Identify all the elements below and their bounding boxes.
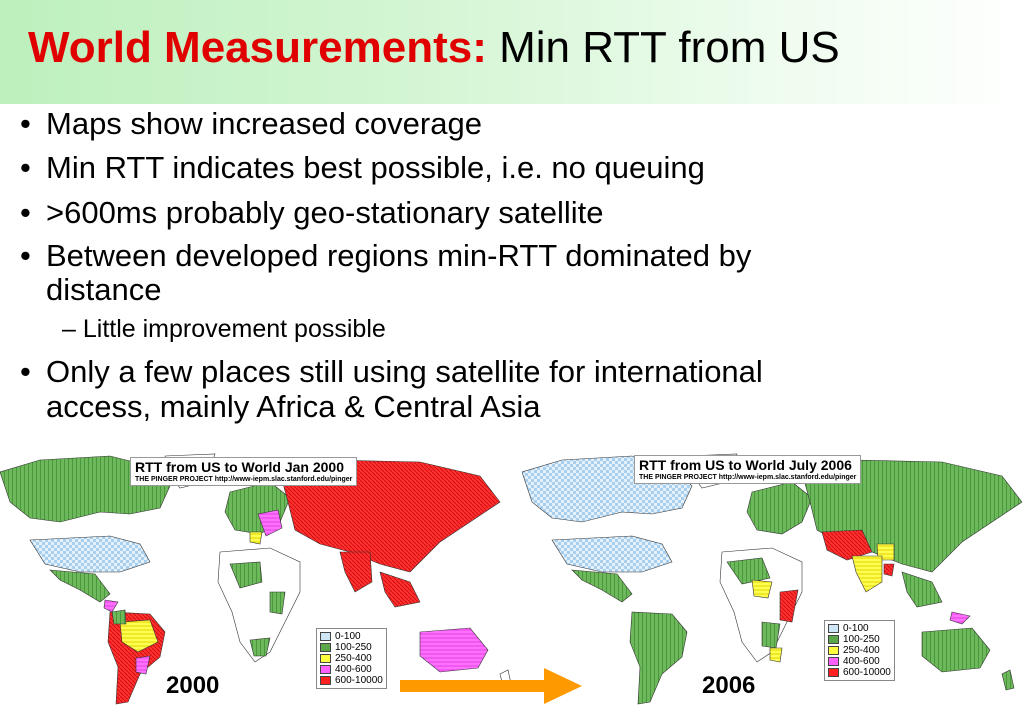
bullet-text: Min RTT indicates best possible, i.e. no… [46, 150, 705, 185]
bullet-text: Maps show increased coverage [46, 106, 482, 141]
legend-label: 600-10000 [843, 667, 891, 678]
map-2000-title-box: RTT from US to World Jan 2000 THE PINGER… [130, 457, 358, 486]
title-bar: World Measurements: Min RTT from US [0, 0, 1023, 104]
map-2000-legend: 0-100 100-250 250-400 400-600 600-10000 [316, 628, 387, 689]
legend-row: 100-250 [320, 642, 383, 653]
legend-swatch [828, 657, 839, 666]
sub-bullet-item: – Little improvement possible [62, 314, 386, 344]
world-map-2006-graphic [522, 453, 1023, 705]
legend-row: 400-600 [828, 656, 891, 667]
bullet-text: distance [46, 272, 162, 307]
bullet-text: access, mainly Africa & Central Asia [46, 389, 541, 424]
legend-swatch [320, 643, 331, 652]
bullet-dot: • [20, 238, 31, 273]
bullet-text: Between developed regions min-RTT domina… [46, 238, 752, 273]
bullet-text: >600ms probably geo-stationary satellite [46, 195, 604, 230]
world-map-2000: RTT from US to World Jan 2000 THE PINGER… [0, 452, 520, 708]
legend-label: 400-600 [843, 656, 880, 667]
map-2000-subtitle: THE PINGER PROJECT http://www-iepm.slac.… [135, 476, 353, 483]
legend-swatch [828, 668, 839, 677]
legend-label: 100-250 [843, 634, 880, 645]
legend-label: 0-100 [843, 623, 869, 634]
bullet-dot: • [20, 106, 31, 141]
legend-label: 400-600 [335, 664, 372, 675]
legend-label: 0-100 [335, 631, 361, 642]
legend-row: 250-400 [320, 653, 383, 664]
map-2006-subtitle: THE PINGER PROJECT http://www-iepm.slac.… [639, 474, 857, 481]
legend-label: 100-250 [335, 642, 372, 653]
legend-swatch [828, 646, 839, 655]
legend-swatch [320, 654, 331, 663]
map-2000-title: RTT from US to World Jan 2000 [135, 459, 344, 475]
title-highlight: World Measurements: [28, 23, 487, 72]
legend-row: 250-400 [828, 645, 891, 656]
legend-row: 600-10000 [320, 675, 383, 686]
legend-row: 400-600 [320, 664, 383, 675]
sub-bullet-text: Little improvement possible [82, 315, 386, 343]
world-map-2006: RTT from US to World July 2006 THE PINGE… [522, 452, 1023, 708]
map-2006-legend: 0-100 100-250 250-400 400-600 600-10000 [824, 620, 895, 681]
legend-label: 250-400 [335, 653, 372, 664]
legend-swatch [320, 632, 331, 641]
bullet-text: Only a few places still using satellite … [46, 354, 763, 389]
legend-swatch [828, 624, 839, 633]
year-label-2006: 2006 [702, 672, 756, 699]
legend-row: 100-250 [828, 634, 891, 645]
year-label-2000: 2000 [166, 672, 220, 699]
legend-label: 250-400 [843, 645, 880, 656]
map-2006-title: RTT from US to World July 2006 [639, 457, 852, 473]
bullet-dot: • [20, 195, 31, 230]
map-2006-title-box: RTT from US to World July 2006 THE PINGE… [634, 455, 862, 484]
legend-row: 0-100 [828, 623, 891, 634]
right-arrow-icon [400, 668, 582, 704]
sub-bullet-dash: – [62, 315, 76, 343]
legend-swatch [320, 665, 331, 674]
bullet-dot: • [20, 354, 31, 389]
legend-swatch [320, 676, 331, 685]
legend-row: 0-100 [320, 631, 383, 642]
legend-row: 600-10000 [828, 667, 891, 678]
legend-swatch [828, 635, 839, 644]
title-rest: Min RTT from US [499, 23, 840, 72]
slide-title: World Measurements: Min RTT from US [28, 22, 840, 74]
legend-label: 600-10000 [335, 675, 383, 686]
bullet-dot: • [20, 150, 31, 185]
